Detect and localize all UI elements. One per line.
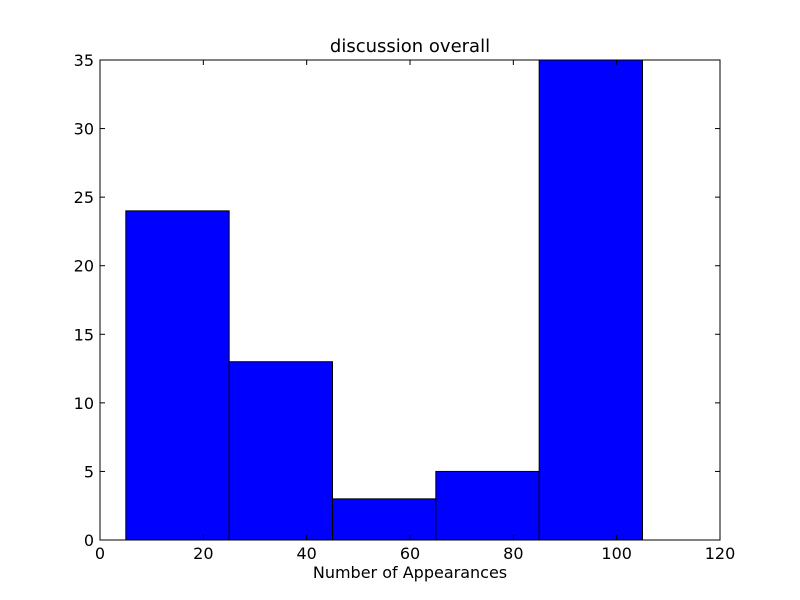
x-axis-label: Number of Appearances: [313, 563, 507, 582]
y-tick-label-7: 35: [74, 51, 94, 70]
x-tick-label-2: 40: [296, 544, 316, 563]
x-tick-label-5: 100: [601, 544, 632, 563]
y-tick-label-3: 15: [74, 325, 94, 344]
y-tick-label-6: 30: [74, 120, 94, 139]
chart-title: discussion overall: [330, 36, 490, 57]
y-tick-label-4: 20: [74, 257, 94, 276]
histogram-bar-3: [435, 470, 540, 541]
histogram-bar-2: [332, 498, 437, 541]
x-tick-label-4: 80: [503, 544, 523, 563]
x-tick-label-3: 60: [400, 544, 420, 563]
histogram-bar-0: [125, 210, 230, 541]
x-tick-label-0: 0: [95, 544, 105, 563]
x-tick-label-6: 120: [705, 544, 736, 563]
y-tick-label-5: 25: [74, 188, 94, 207]
x-tick-label-1: 20: [193, 544, 213, 563]
histogram-bar-4: [538, 59, 644, 541]
bars-group: [125, 59, 644, 541]
y-tick-label-0: 0: [84, 531, 94, 550]
y-tick-label-2: 10: [74, 394, 94, 413]
histogram-bar-1: [228, 361, 334, 541]
plot-frame: [99, 59, 721, 541]
y-tick-label-1: 5: [84, 462, 94, 481]
ticks-group: 0 20 40 60 80 100 120 0 5 10 15 20 25 30 35: [74, 51, 736, 563]
